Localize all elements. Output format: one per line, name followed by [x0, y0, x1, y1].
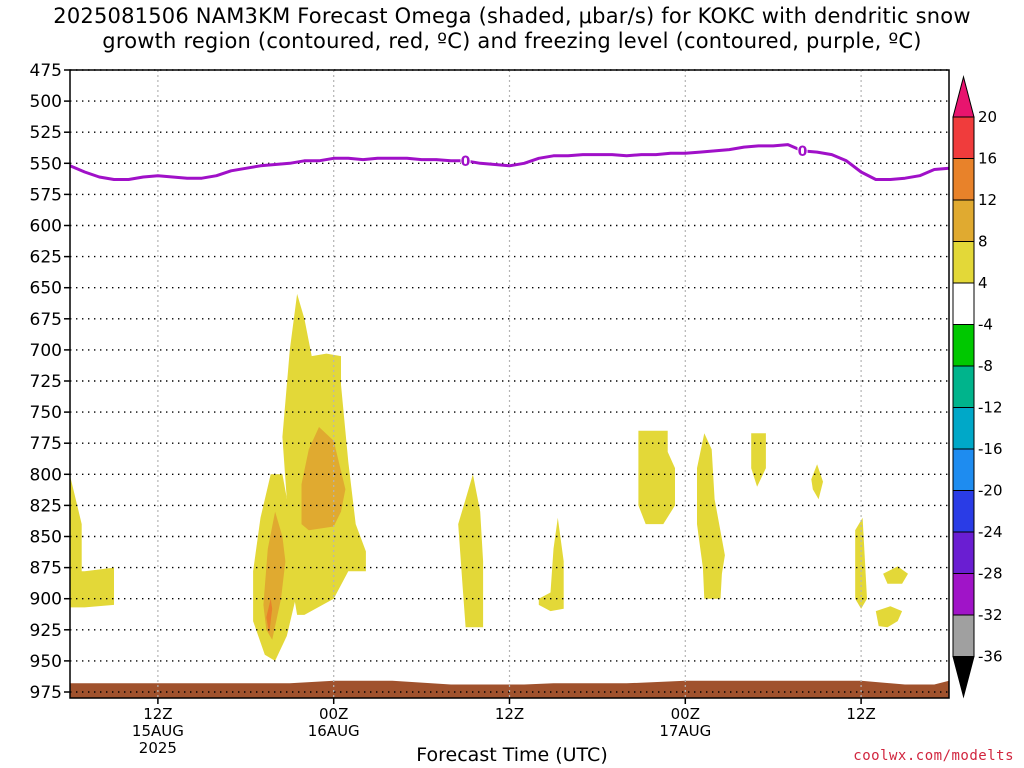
y-tick-label-14: 825: [30, 496, 62, 516]
y-tick-label-1: 500: [30, 92, 62, 112]
y-tick-label-2: 525: [30, 123, 62, 143]
plot-frame: [69, 69, 950, 699]
axes-layer: 475 500 525 550 575 600 625 650 675 700 725 750 775 8…: [30, 61, 950, 757]
omega-region-4: [538, 517, 564, 612]
freezing-level-label-1: 0: [798, 144, 808, 160]
colorbar: 20 16 12 8 4 -4 -8 -12 -16 -20 -24 -28 -32 -36: [952, 75, 1003, 699]
colorbar-box-2: [952, 158, 975, 201]
chart-title-line-1: 2025081506 NAM3KM Forecast Omega (shaded…: [53, 4, 971, 28]
colorbar-box-7: [952, 365, 975, 408]
omega-region-12: [301, 427, 346, 531]
freezing-level-layer: 00: [69, 142, 950, 181]
colorbar-label-10: -24: [978, 523, 1003, 541]
y-tick-label-17: 900: [30, 590, 62, 610]
y-tick-label-12: 775: [30, 434, 62, 454]
x-tick-label-1-1: 16AUG: [308, 722, 360, 740]
colorbar-box-9: [952, 448, 975, 491]
colorbar-top-arrow: [952, 75, 975, 118]
colorbar-label-11: -28: [978, 565, 1003, 583]
y-tick-label-4: 575: [30, 185, 62, 205]
y-tick-label-19: 950: [30, 652, 62, 672]
x-tick-label-2-0: 12Z: [495, 705, 524, 723]
ground-layer: [70, 680, 949, 698]
colorbar-label-9: -20: [978, 482, 1003, 500]
omega-fill-layer: [70, 293, 908, 661]
colorbar-bottom-arrow: [952, 656, 975, 699]
omega-region-11: [875, 606, 903, 628]
x-axis-label: Forecast Time (UTC): [416, 744, 608, 766]
colorbar-label-4: 4: [978, 274, 988, 292]
chart-title-line-2: growth region (contoured, red, ºC) and f…: [102, 29, 922, 53]
omega-region-6: [697, 433, 725, 599]
y-tick-label-16: 875: [30, 559, 62, 579]
colorbar-label-13: -36: [978, 648, 1003, 666]
colorbar-label-1: 16: [978, 150, 997, 168]
x-tick-label-0-0: 12Z: [143, 705, 172, 723]
colorbar-label-2: 12: [978, 191, 997, 209]
y-tick-label-6: 625: [30, 248, 62, 268]
omega-region-5: [638, 430, 675, 525]
grid-layer: [70, 69, 949, 698]
omega-region-8: [811, 464, 823, 500]
omega-region-7: [751, 433, 766, 487]
y-tick-label-11: 750: [30, 403, 62, 423]
colorbar-box-4: [952, 241, 975, 284]
colorbar-label-6: -8: [978, 357, 993, 375]
colorbar-box-8: [952, 407, 975, 450]
colorbar-label-8: -16: [978, 440, 1003, 458]
omega-region-0: [70, 475, 114, 608]
colorbar-box-3: [952, 199, 975, 242]
colorbar-box-12: [952, 573, 975, 616]
colorbar-label-0: 20: [978, 108, 997, 126]
colorbar-box-11: [952, 531, 975, 574]
chart-title: 2025081506 NAM3KM Forecast Omega (shaded…: [0, 4, 1024, 54]
y-tick-label-18: 925: [30, 621, 62, 641]
y-tick-label-10: 725: [30, 372, 62, 392]
colorbar-box-13: [952, 614, 975, 657]
freezing-level-label-0: 0: [461, 154, 471, 170]
y-tick-label-13: 800: [30, 465, 62, 485]
x-tick-label-1-0: 00Z: [319, 705, 348, 723]
colorbar-box-6: [952, 324, 975, 367]
x-tick-label-3-0: 00Z: [671, 705, 700, 723]
colorbar-box-5: [952, 282, 975, 325]
source-credit: coolwx.com/modelts: [853, 748, 1014, 764]
freezing-level-label-bg-0: [460, 152, 471, 169]
freezing-level-line: [69, 143, 950, 181]
omega-region-10: [883, 566, 908, 584]
y-tick-label-15: 850: [30, 528, 62, 548]
y-tick-label-0: 475: [30, 61, 62, 81]
colorbar-box-1: [952, 116, 975, 159]
y-tick-label-3: 550: [30, 154, 62, 174]
omega-region-3: [458, 474, 484, 628]
x-tick-label-0-1: 15AUG: [132, 722, 184, 740]
x-tick-label-3-1: 17AUG: [659, 722, 711, 740]
y-tick-label-5: 600: [30, 217, 62, 237]
ground-fill: [70, 680, 949, 698]
colorbar-label-7: -12: [978, 399, 1003, 417]
colorbar-box-10: [952, 490, 975, 533]
x-tick-label-0-2: 2025: [139, 739, 177, 757]
omega-region-9: [855, 517, 867, 609]
y-tick-label-20: 975: [30, 683, 62, 703]
freezing-level-label-bg-1: [797, 142, 808, 159]
y-tick-label-8: 675: [30, 310, 62, 330]
colorbar-label-3: 8: [978, 233, 988, 251]
y-tick-label-9: 700: [30, 341, 62, 361]
colorbar-label-12: -32: [978, 606, 1003, 624]
y-tick-label-7: 650: [30, 279, 62, 299]
colorbar-label-5: -4: [978, 316, 993, 334]
omega-region-14: [266, 598, 273, 634]
x-tick-label-4-0: 12Z: [846, 705, 875, 723]
